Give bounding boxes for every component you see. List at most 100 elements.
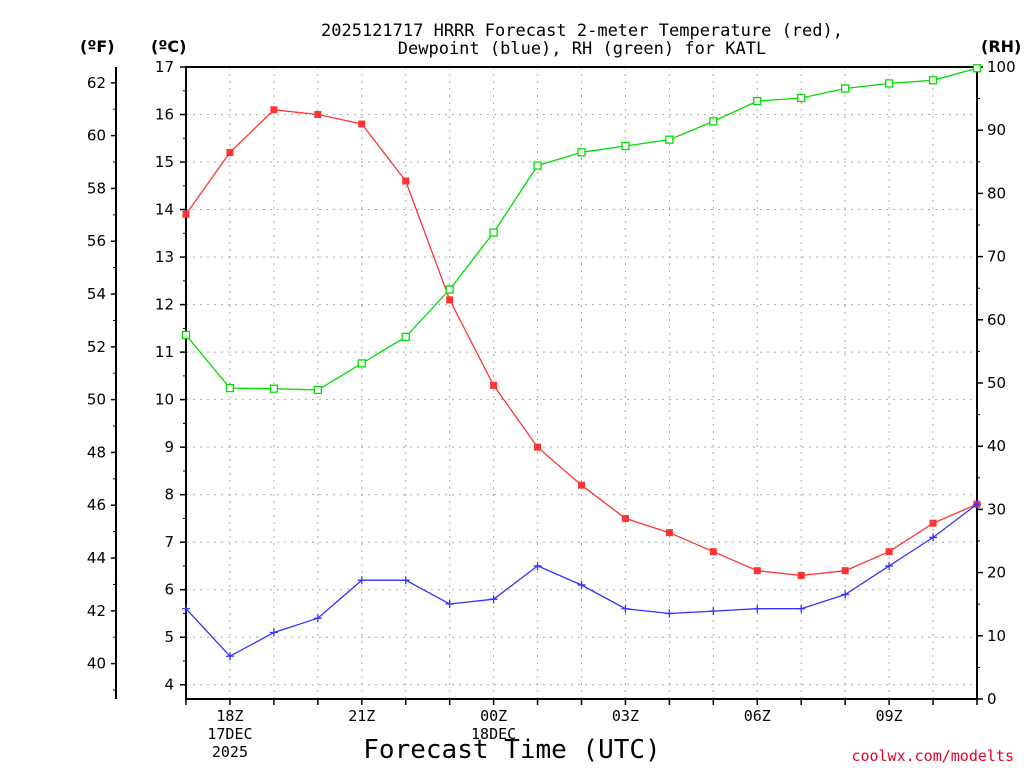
- credit-text: coolwx.com/modelts: [851, 747, 1014, 765]
- rh-tick-label: 60: [987, 311, 1006, 329]
- temperature-point: [358, 120, 366, 128]
- fahrenheit-tick-label: 54: [87, 285, 106, 303]
- temperature-point: [885, 548, 893, 556]
- rh-tick-label: 0: [987, 690, 997, 708]
- temperature-point: [797, 571, 805, 579]
- celsius-tick-label: 5: [164, 628, 174, 646]
- celsius-tick-label: 17: [155, 58, 174, 76]
- rh-point: [313, 385, 322, 395]
- temperature-point: [270, 106, 278, 114]
- x-tick-label: 18DEC: [471, 725, 516, 743]
- rh-tick-label: 90: [987, 121, 1006, 139]
- x-tick-label: 09Z: [876, 707, 903, 725]
- fahrenheit-unit-label: (ºF): [80, 37, 115, 56]
- dewpoint-point: [841, 590, 850, 599]
- rh-point: [225, 383, 235, 393]
- fahrenheit-tick-label: 46: [87, 496, 106, 514]
- x-tick-label: 18Z: [216, 707, 243, 725]
- dewpoint-point: [313, 614, 322, 623]
- celsius-tick-label: 10: [155, 391, 174, 409]
- chart-title-line2: Dewpoint (blue), RH (green) for KATL: [398, 39, 766, 59]
- temperature-point: [621, 514, 629, 522]
- rh-point: [577, 148, 586, 157]
- rh-tick-label: 30: [987, 500, 1006, 518]
- x-tick-label: 21Z: [348, 707, 375, 725]
- celsius-tick-label: 13: [155, 248, 174, 266]
- dewpoint-point: [621, 604, 630, 613]
- fahrenheit-tick-label: 42: [87, 602, 106, 620]
- rh-tick-label: 10: [987, 627, 1006, 645]
- rh-point: [533, 161, 542, 170]
- rh-tick-label: 100: [987, 58, 1016, 76]
- temperature-point: [314, 111, 322, 119]
- tick-labels: 4042444648505254565860624567891011121314…: [87, 58, 1016, 761]
- dewpoint-point: [445, 599, 454, 608]
- celsius-tick-label: 15: [155, 153, 174, 171]
- rh-point: [797, 93, 806, 103]
- rh-point: [181, 330, 191, 340]
- fahrenheit-tick-label: 44: [87, 549, 106, 567]
- rh-tick-label: 50: [987, 374, 1006, 392]
- temperature-point: [534, 443, 542, 451]
- dewpoint-point: [533, 561, 542, 570]
- fahrenheit-tick-label: 40: [87, 655, 106, 673]
- celsius-tick-label: 16: [155, 106, 174, 124]
- dewpoint-point: [182, 604, 190, 613]
- x-tick-label: 17DEC: [207, 725, 252, 743]
- celsius-tick-label: 11: [155, 343, 174, 361]
- dewpoint-point: [357, 576, 366, 585]
- temperature-point: [753, 567, 761, 575]
- data-series: [181, 64, 982, 661]
- rh-tick-label: 70: [987, 248, 1006, 266]
- x-axis-label: Forecast Time (UTC): [363, 735, 660, 765]
- dewpoint-point: [225, 652, 234, 661]
- rh-point: [445, 285, 454, 294]
- temperature-point: [226, 149, 234, 157]
- celsius-unit-label: (ºC): [151, 37, 186, 56]
- x-tick-label: 2025: [212, 743, 248, 761]
- rh-point: [621, 141, 630, 151]
- x-tick-label: 03Z: [612, 707, 639, 725]
- fahrenheit-tick-label: 58: [87, 179, 106, 197]
- temperature-point: [709, 548, 717, 556]
- celsius-tick-label: 9: [164, 438, 174, 456]
- dewpoint-point: [797, 604, 806, 613]
- fahrenheit-tick-label: 62: [87, 74, 106, 92]
- dewpoint-point: [753, 604, 762, 613]
- dewpoint-point: [929, 533, 938, 542]
- temperature-point: [490, 381, 498, 389]
- rh-point: [972, 64, 982, 73]
- celsius-tick-label: 7: [164, 533, 174, 551]
- rh-unit-label: (RH): [981, 37, 1021, 56]
- dewpoint-line: [185, 503, 978, 658]
- temperature-point: [929, 519, 937, 527]
- rh-point: [665, 135, 674, 144]
- rh-tick-label: 80: [987, 184, 1006, 202]
- fahrenheit-tick-label: 50: [87, 391, 106, 409]
- rh-point: [357, 359, 366, 368]
- chart-title-line1: 2025121717 HRRR Forecast 2-meter Tempera…: [321, 21, 843, 41]
- temperature-point: [402, 177, 410, 185]
- dewpoint-point: [401, 576, 410, 585]
- grid-lines: [186, 66, 977, 699]
- fahrenheit-tick-label: 48: [87, 443, 106, 461]
- dewpoint-point: [577, 580, 586, 589]
- celsius-tick-label: 14: [155, 201, 174, 219]
- dewpoint-point: [665, 609, 674, 618]
- rh-point: [269, 384, 279, 393]
- rh-point: [841, 84, 850, 93]
- rh-point: [401, 332, 410, 342]
- temperature-point: [446, 296, 454, 304]
- fahrenheit-tick-label: 56: [87, 232, 106, 250]
- rh-point: [753, 96, 762, 106]
- rh-point: [884, 79, 894, 88]
- x-tick-label: 00Z: [480, 707, 507, 725]
- rh-point: [709, 117, 718, 126]
- celsius-tick-label: 4: [164, 676, 174, 694]
- temperature-point: [182, 210, 190, 218]
- celsius-tick-label: 8: [164, 486, 174, 504]
- rh-point: [489, 228, 498, 237]
- celsius-tick-label: 12: [155, 296, 174, 314]
- fahrenheit-tick-label: 60: [87, 127, 106, 145]
